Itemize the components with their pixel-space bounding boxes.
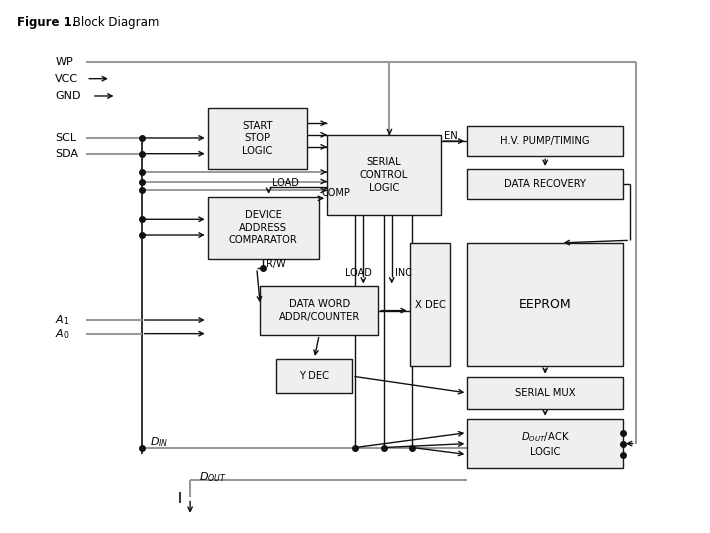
Text: $D_{OUT}$: $D_{OUT}$ bbox=[200, 471, 227, 484]
Bar bbox=[327, 135, 441, 215]
Text: LOAD: LOAD bbox=[272, 178, 299, 188]
Bar bbox=[467, 418, 623, 469]
Text: Y DEC: Y DEC bbox=[300, 371, 329, 381]
Text: SERIAL
CONTROL
LOGIC: SERIAL CONTROL LOGIC bbox=[360, 157, 408, 193]
Text: R/W: R/W bbox=[266, 259, 285, 269]
Bar bbox=[467, 243, 623, 366]
Text: DEVICE
ADDRESS
COMPARATOR: DEVICE ADDRESS COMPARATOR bbox=[229, 210, 297, 246]
Text: $D_{OUT}$/ACK
LOGIC: $D_{OUT}$/ACK LOGIC bbox=[520, 430, 569, 457]
Text: GND: GND bbox=[55, 91, 81, 101]
Text: $A_0$: $A_0$ bbox=[55, 327, 70, 341]
Bar bbox=[207, 197, 319, 259]
Text: $A_1$: $A_1$ bbox=[55, 313, 70, 327]
Bar bbox=[410, 243, 450, 366]
Bar bbox=[467, 126, 623, 156]
Bar bbox=[261, 286, 378, 335]
Text: INC: INC bbox=[395, 268, 412, 278]
Text: WP: WP bbox=[55, 57, 73, 67]
Text: X DEC: X DEC bbox=[415, 300, 445, 310]
Text: SERIAL MUX: SERIAL MUX bbox=[515, 388, 576, 398]
Text: SCL: SCL bbox=[55, 133, 77, 143]
Text: $D_{IN}$: $D_{IN}$ bbox=[150, 435, 168, 449]
Text: COMP: COMP bbox=[322, 188, 350, 198]
Text: START
STOP
LOGIC: START STOP LOGIC bbox=[242, 120, 273, 156]
Text: EEPROM: EEPROM bbox=[519, 298, 572, 311]
Text: LOAD: LOAD bbox=[345, 268, 372, 278]
Text: SDA: SDA bbox=[55, 149, 78, 159]
Text: H.V. PUMP/TIMING: H.V. PUMP/TIMING bbox=[501, 136, 590, 146]
Text: DATA WORD
ADDR/COUNTER: DATA WORD ADDR/COUNTER bbox=[278, 299, 360, 322]
Text: Block Diagram: Block Diagram bbox=[70, 15, 160, 29]
Text: VCC: VCC bbox=[55, 74, 79, 84]
Bar bbox=[467, 169, 623, 199]
Bar bbox=[207, 108, 307, 169]
Text: DATA RECOVERY: DATA RECOVERY bbox=[504, 179, 586, 189]
Bar bbox=[467, 377, 623, 409]
Text: Figure 1.: Figure 1. bbox=[17, 15, 76, 29]
Text: EN: EN bbox=[444, 131, 458, 141]
Bar bbox=[276, 359, 352, 393]
